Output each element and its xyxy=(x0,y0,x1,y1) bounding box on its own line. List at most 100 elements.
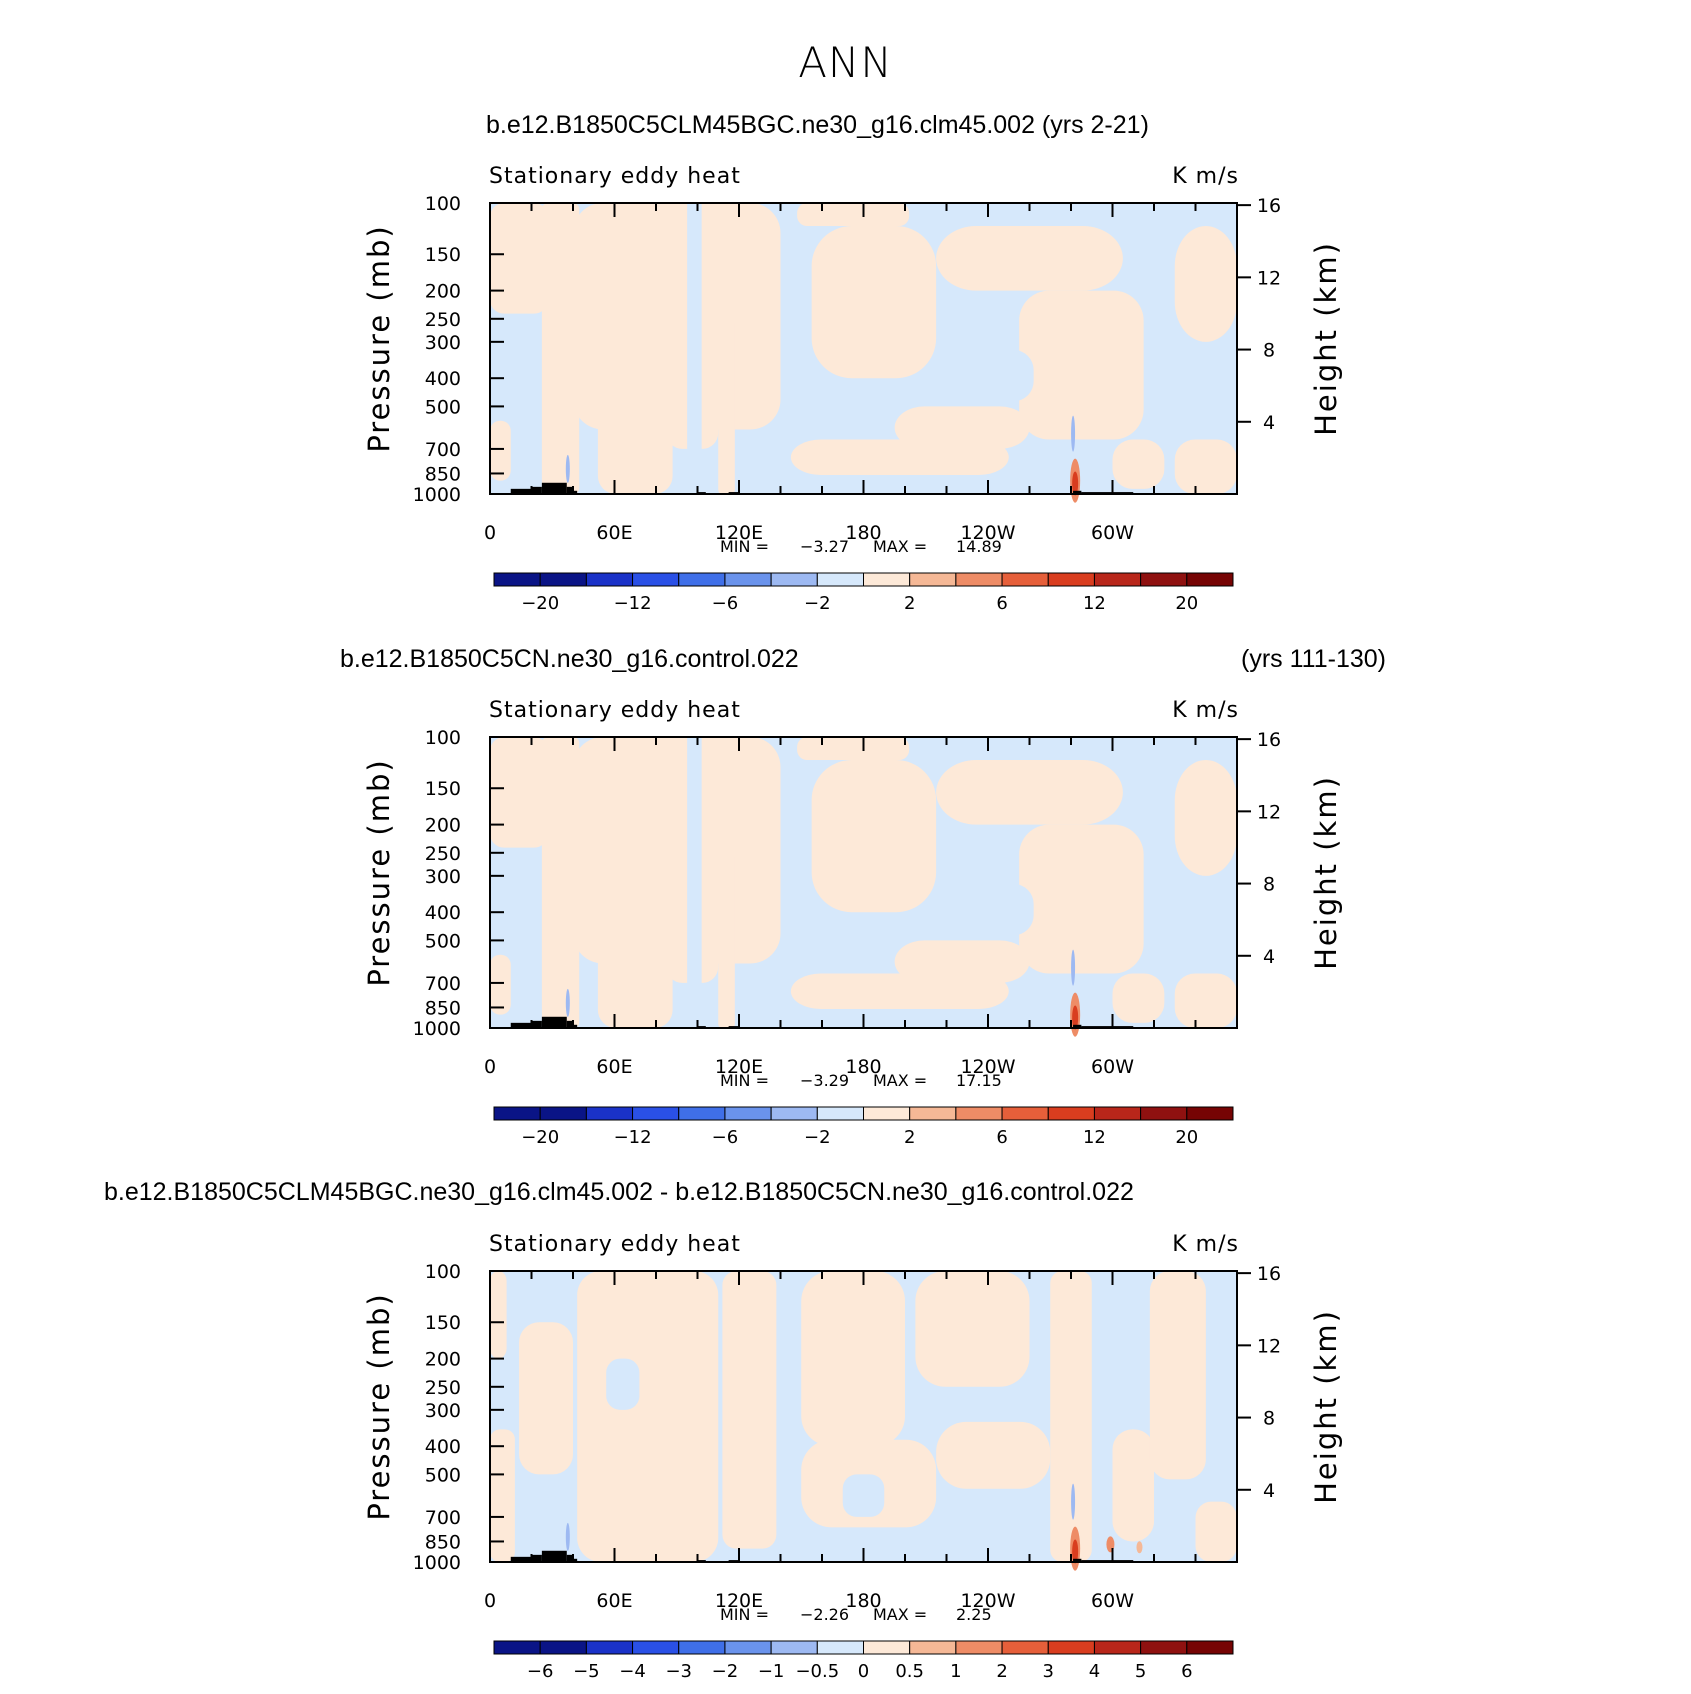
y-tick-label: 1000 xyxy=(413,1018,461,1040)
min-label: MIN = xyxy=(720,1071,769,1090)
panel-2: Stationary eddy heat K m/s100150200250300… xyxy=(362,698,1343,1148)
colorbar-label: −2 xyxy=(712,1661,739,1682)
y-tick-label: 400 xyxy=(425,902,461,924)
max-value: 17.15 xyxy=(956,1071,1002,1090)
panel-3: Stationary eddy heat K m/s100150200250300… xyxy=(362,1232,1343,1682)
colorbar-label: −2 xyxy=(804,593,831,614)
colorbar-box xyxy=(1093,1640,1142,1655)
height-tick-label: 16 xyxy=(1257,195,1281,217)
height-tick-label: 16 xyxy=(1257,729,1281,751)
min-label: MIN = xyxy=(720,537,769,556)
topography-mask xyxy=(566,1554,573,1563)
x-tick-label: 60W xyxy=(1091,522,1134,544)
y-tick-label: 400 xyxy=(425,1436,461,1458)
colorbar-label: −6 xyxy=(527,1661,554,1682)
y-tick-label: 150 xyxy=(425,244,461,266)
x-tick-label: 120W xyxy=(960,1056,1015,1078)
colorbar-box xyxy=(1001,572,1049,587)
field-positive-region xyxy=(801,1271,905,1447)
field-positive-region xyxy=(915,1271,1030,1387)
colorbar-label: 2 xyxy=(904,1127,915,1148)
y-axis-right-title: Height (km) xyxy=(1309,775,1343,970)
topography-mask xyxy=(573,490,578,495)
x-tick-label: 60E xyxy=(596,522,632,544)
field-positive-region xyxy=(490,737,549,848)
field-positive-region xyxy=(490,420,511,481)
field-negative-region xyxy=(687,737,702,1028)
field-positive-region xyxy=(811,226,937,379)
y-tick-label: 500 xyxy=(425,1464,461,1486)
field-positive-region xyxy=(811,760,937,913)
y-tick-label: 700 xyxy=(425,1507,461,1529)
x-tick-label: 180 xyxy=(845,1590,881,1612)
field-positive-region xyxy=(490,1429,515,1562)
variable-label: Stationary eddy heat xyxy=(489,164,741,189)
colorbar-label: 5 xyxy=(1135,1661,1146,1682)
y-tick-label: 100 xyxy=(425,1261,461,1283)
units-label: K m/s xyxy=(1172,1232,1239,1257)
colorbar-label: 3 xyxy=(1043,1661,1054,1682)
x-tick-label: 0 xyxy=(484,1590,496,1612)
colorbar-box xyxy=(1140,1106,1188,1121)
colorbar-box xyxy=(1047,1640,1095,1655)
x-tick-label: 60W xyxy=(1091,1590,1134,1612)
max-value: 2.25 xyxy=(956,1605,992,1624)
colorbar-box xyxy=(909,572,957,587)
colorbar-label: −1 xyxy=(758,1661,785,1682)
colorbar-box xyxy=(909,1640,957,1655)
field-positive-region xyxy=(894,406,1030,449)
colorbar-label: −6 xyxy=(712,1127,739,1148)
y-tick-label: 700 xyxy=(425,973,461,995)
y-tick-label: 300 xyxy=(425,1400,461,1422)
field-positive-region xyxy=(490,1271,507,1359)
y-tick-label: 700 xyxy=(425,439,461,461)
x-tick-label: 180 xyxy=(845,1056,881,1078)
min-value: −2.26 xyxy=(800,1605,849,1624)
colorbar-box xyxy=(539,572,587,587)
colorbar-label: −20 xyxy=(521,1127,559,1148)
topography-mask xyxy=(510,1022,532,1029)
y-tick-label: 250 xyxy=(425,309,461,331)
y-tick-label: 400 xyxy=(425,368,461,390)
colorbar-box xyxy=(678,572,726,587)
topography-mask xyxy=(566,486,573,495)
field-positive-region xyxy=(1112,1429,1154,1542)
colorbar-box xyxy=(632,572,680,587)
min-value: −3.27 xyxy=(800,537,849,556)
colorbar-box xyxy=(493,1640,541,1655)
field-minimum-feature xyxy=(1071,415,1076,452)
min-label: MIN = xyxy=(720,1605,769,1624)
colorbar-box xyxy=(955,1640,1003,1655)
colorbar-box xyxy=(816,1640,864,1655)
x-tick-label: 120W xyxy=(960,1590,1015,1612)
y-axis-right-title: Height (km) xyxy=(1309,241,1343,436)
colorbar-label: 20 xyxy=(1175,1127,1198,1148)
colorbar-box xyxy=(1047,1106,1095,1121)
topography-mask xyxy=(1073,1558,1082,1563)
y-tick-label: 200 xyxy=(425,815,461,837)
colorbar-box xyxy=(770,1106,818,1121)
field-negative-region xyxy=(971,883,1034,936)
x-tick-label: 60E xyxy=(596,1056,632,1078)
y-tick-label: 500 xyxy=(425,930,461,952)
height-tick-label: 8 xyxy=(1263,340,1275,362)
colorbar-label: 4 xyxy=(1089,1661,1100,1682)
y-axis-title: Pressure (mb) xyxy=(362,224,396,452)
colorbar-box xyxy=(493,1106,541,1121)
colorbar-label: 0.5 xyxy=(895,1661,924,1682)
colorbar-label: 2 xyxy=(996,1661,1007,1682)
height-tick-label: 12 xyxy=(1257,267,1281,289)
field-maximum-feature xyxy=(1072,1539,1079,1564)
colorbar-box xyxy=(678,1640,726,1655)
colorbar-box xyxy=(585,1640,634,1655)
field-positive-region xyxy=(936,760,1123,825)
field-positive-region xyxy=(490,203,549,314)
x-tick-label: 180 xyxy=(845,522,881,544)
colorbar-label: 1 xyxy=(950,1661,961,1682)
field-positive-region xyxy=(597,411,673,494)
colorbar-box xyxy=(1001,1640,1049,1655)
field-negative-region xyxy=(971,349,1034,402)
colorbar-box xyxy=(863,572,911,587)
max-label: MAX = xyxy=(873,1605,927,1624)
